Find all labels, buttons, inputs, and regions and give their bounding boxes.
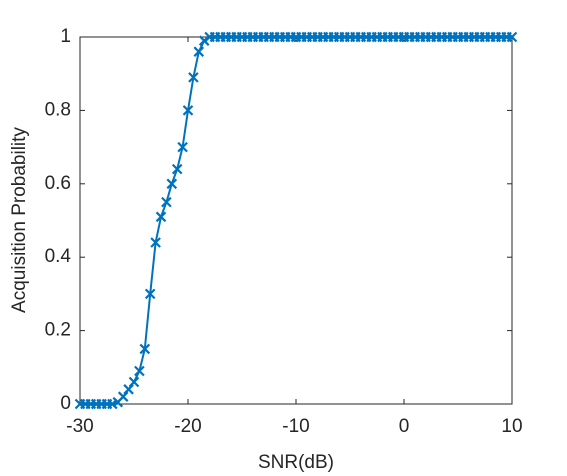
y-tick-label: 0.6 — [45, 173, 71, 194]
marker — [171, 163, 183, 175]
marker — [198, 35, 210, 46]
marker — [166, 178, 178, 190]
marker — [193, 46, 205, 57]
marker — [155, 211, 167, 223]
marker — [188, 72, 199, 83]
y-axis-label: Acquisition Probability — [9, 127, 30, 313]
marker — [182, 105, 194, 116]
marker — [139, 343, 151, 355]
marker — [128, 376, 140, 388]
y-tick-label: 0.4 — [45, 246, 72, 267]
marker — [161, 196, 172, 208]
x-tick-label: -20 — [174, 416, 201, 437]
y-tick-label: 0.2 — [45, 320, 71, 341]
marker — [506, 31, 518, 43]
y-tick-label: 0 — [60, 393, 71, 414]
marker — [123, 384, 134, 395]
x-axis-label: SNR(dB) — [258, 452, 334, 473]
x-tick-label: -30 — [66, 416, 93, 437]
x-tick-label: 0 — [399, 416, 410, 437]
marker — [177, 141, 188, 153]
marker — [150, 237, 161, 248]
x-tick-label: -10 — [282, 416, 309, 437]
y-tick-label: 1 — [60, 26, 71, 47]
x-tick-label: 10 — [501, 416, 522, 437]
marker — [134, 365, 145, 377]
marker — [117, 391, 129, 402]
y-tick-label: 0.8 — [45, 99, 71, 120]
marker — [144, 288, 156, 300]
